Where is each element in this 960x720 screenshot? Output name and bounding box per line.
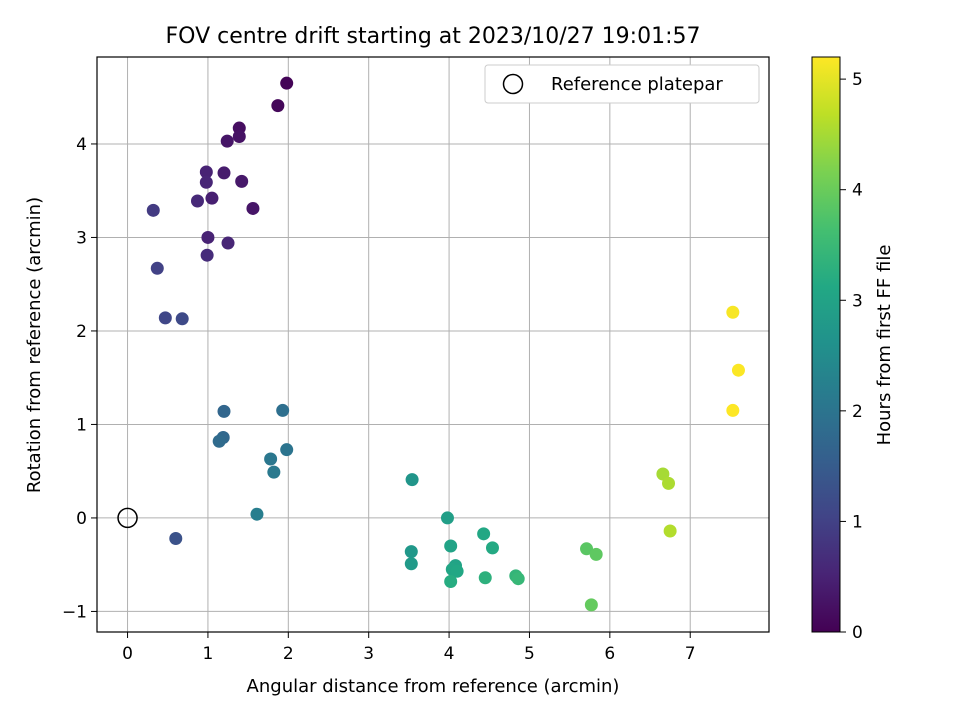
x-tick-label: 0 [122,644,133,664]
y-tick-label: 2 [76,322,87,342]
data-point [235,174,249,188]
legend-marker [502,73,524,95]
x-tick-label: 1 [203,644,214,664]
data-point [731,363,745,377]
data-point [485,541,499,555]
y-tick-label: −1 [62,602,87,622]
data-point [444,575,458,589]
data-point [220,134,234,148]
colorbar-tick-label: 2 [852,402,863,422]
x-tick-label: 3 [363,644,374,664]
data-point [250,507,264,521]
data-point [246,201,260,215]
data-point [158,311,172,325]
data-point [232,129,246,143]
y-tick-label: 1 [76,415,87,435]
plot-frame [96,56,770,633]
x-tick-label: 5 [524,644,535,664]
data-point [584,598,598,612]
data-point [280,76,294,90]
legend-box [484,64,760,104]
data-point [190,194,204,208]
data-point [201,230,215,244]
data-point [199,165,213,179]
x-tick-label: 7 [685,644,696,664]
y-tick-label: 3 [76,228,87,248]
reference-platepar-marker [117,507,138,529]
reference-marker [117,507,138,529]
x-tick-label: 2 [283,644,294,664]
legend: Reference platepar [484,64,760,104]
colorbar-label: Hours from first FF file [874,245,895,446]
data-point [662,476,676,490]
data-points [146,76,745,612]
y-axis-ticks: −1 0 1 2 3 4 [62,135,97,622]
data-point [276,403,290,417]
data-point [271,99,285,113]
data-point [440,511,454,525]
x-axis-ticks: 0 1 2 3 4 5 6 7 [122,632,696,664]
colorbar-tick-label: 3 [852,291,863,311]
data-point [264,452,278,466]
chart-title: FOV centre drift starting at 2023/10/27 … [166,24,701,49]
x-tick-label: 4 [444,644,455,664]
data-point [404,557,418,571]
data-point [477,527,491,541]
data-point [511,572,525,586]
data-point [404,545,418,559]
data-point [217,166,231,180]
data-point [589,547,603,561]
colorbar-tick-label: 4 [852,181,863,201]
data-point [199,175,213,189]
data-point [726,403,740,417]
data-point [150,261,164,275]
y-axis-label: Rotation from reference (arcmin) [24,197,45,493]
data-point [221,236,235,250]
data-point [200,248,214,262]
data-point [656,467,670,481]
data-point [212,434,226,448]
colorbar-tick-label: 0 [852,623,863,643]
data-point [217,404,231,418]
data-point [175,312,189,326]
data-point [267,465,281,479]
grid-lines [97,57,769,632]
data-point [146,203,160,217]
data-point [280,443,294,457]
data-point [478,571,492,585]
data-point [450,564,464,578]
colorbar-tick-label: 1 [852,512,863,532]
data-point [169,532,183,546]
y-tick-label: 0 [76,509,87,529]
data-point [663,524,677,538]
data-point [580,542,594,556]
colorbar-ticks: 0 1 2 3 4 5 [840,70,863,643]
y-tick-label: 4 [76,135,87,155]
colorbar-tick-label: 5 [852,70,863,90]
data-point [205,191,219,205]
x-tick-label: 6 [604,644,615,664]
colorbar-gradient [811,56,841,633]
data-point [444,539,458,553]
data-point [726,305,740,319]
data-point [405,473,419,487]
legend-entry-reference: Reference platepar [551,74,723,95]
x-axis-label: Angular distance from reference (arcmin) [247,676,620,697]
colorbar: 0 1 2 3 4 5 Hours from first FF file [811,56,895,643]
